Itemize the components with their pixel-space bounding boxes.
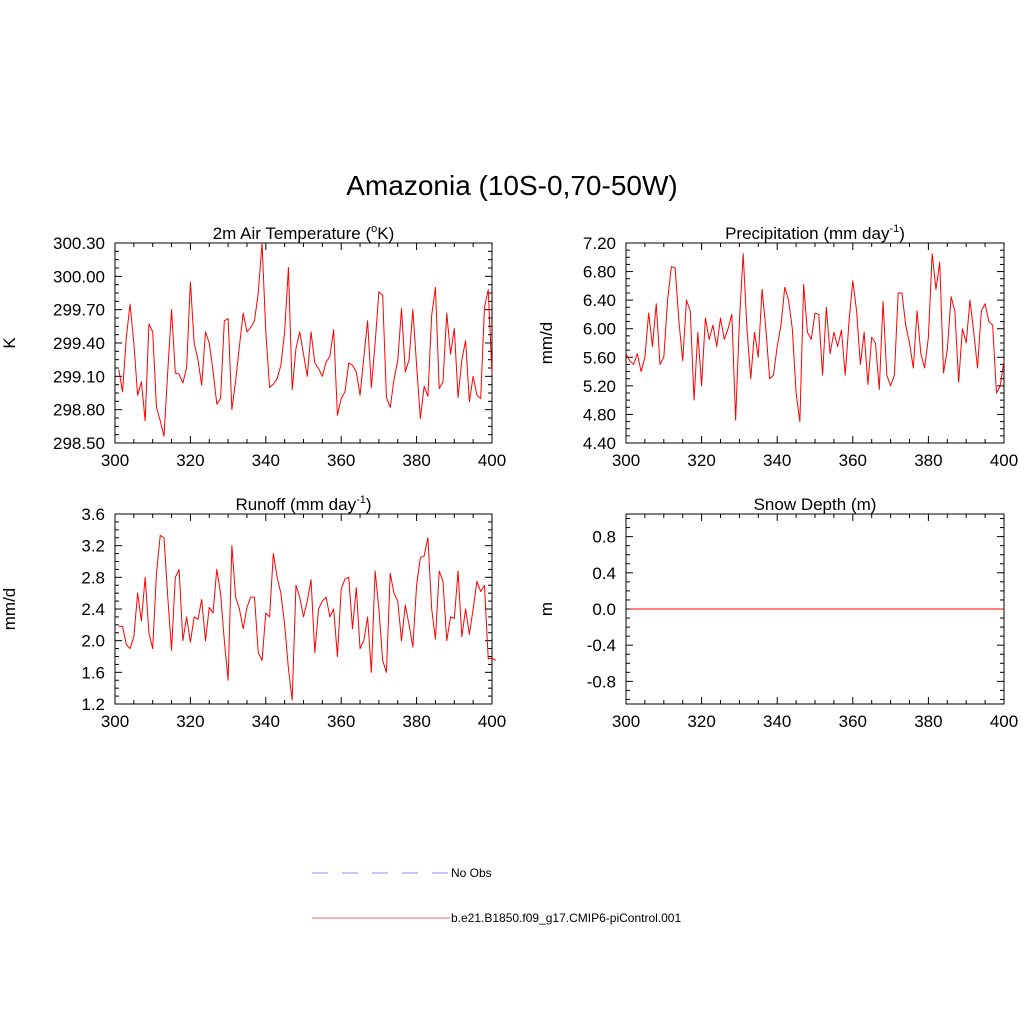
y-tick-label: 2.4 [81,600,105,619]
y-tick-label: 6.40 [583,291,616,310]
x-tick-label: 320 [687,451,715,470]
x-tick-label: 320 [176,712,204,731]
figure-title: Amazonia (10S-0,70-50W) [346,170,678,201]
x-tick-label: 360 [839,451,867,470]
x-tick-label: 360 [839,712,867,731]
y-tick-label: 299.40 [53,334,105,353]
plot-frame [114,242,493,444]
y-tick-label: 3.6 [81,505,105,524]
x-tick-label: 400 [478,451,506,470]
x-tick-label: 300 [612,451,640,470]
y-tick-label: -0.4 [587,636,616,655]
y-axis-label: mm/d [537,322,556,365]
y-tick-label: 7.20 [583,234,616,253]
panel-title: Snow Depth (m) [754,495,877,514]
y-tick-label: 3.2 [81,537,105,556]
y-tick-label: 2.8 [81,568,105,587]
panel-snow_depth: 300 320 340 360 380 400 -0.8 -0.4 0.0 0.4 0.8 m Snow… [537,495,1018,731]
y-tick-label: 298.80 [53,401,105,420]
x-tick-label: 400 [478,712,506,731]
x-tick-label: 340 [763,712,791,731]
x-tick-label: 340 [252,712,280,731]
x-tick-label: 360 [327,451,355,470]
x-tick-label: 380 [402,712,430,731]
x-tick-label: 320 [176,451,204,470]
y-axis-label: mm/d [0,588,19,631]
x-tick-label: 380 [914,712,942,731]
legend-obs-label: No Obs [451,866,492,880]
legend-model-label: b.e21.B1850.f09_g17.CMIP6-piControl.001 [451,911,682,925]
panel-title: Precipitation (mm day-1) [725,223,905,243]
y-tick-label: 1.2 [81,695,105,714]
x-tick-label: 300 [612,712,640,731]
y-tick-label: 5.20 [583,377,616,396]
y-tick-label: 2.0 [81,632,105,651]
y-tick-label: 4.80 [583,405,616,424]
panel-precipitation: 300 320 340 360 380 400 4.40 4.80 5.20 5.60 6.00 6.… [537,223,1018,470]
x-tick-label: 360 [327,712,355,731]
x-tick-label: 380 [914,451,942,470]
y-tick-label: 0.8 [592,528,616,547]
x-tick-label: 340 [763,451,791,470]
y-tick-label: 5.60 [583,348,616,367]
panel-title: 2m Air Temperature (oK) [213,223,395,243]
series-line-precipitation [625,253,1005,423]
y-tick-label: 6.80 [583,263,616,282]
y-tick-label: 299.10 [53,367,105,386]
panel-title: Runoff (mm day-1) [235,494,371,514]
y-tick-label: 300.00 [53,267,105,286]
series-line-runoff [118,534,497,701]
x-tick-label: 400 [990,451,1018,470]
y-tick-label: -0.8 [587,672,616,691]
y-axis-label: K [0,337,19,349]
y-axis-label: m [537,602,556,616]
x-tick-label: 300 [101,451,129,470]
x-tick-label: 400 [990,712,1018,731]
panel-runoff: 300 320 340 360 380 400 1.2 1.6 2.0 2.4 2.8 3.2 3.6 m… [0,494,506,731]
panel-temperature: 300 320 340 360 380 400 298.50 298.80 299.10 299.… [0,223,506,470]
y-tick-label: 299.70 [53,301,105,320]
y-tick-label: 4.40 [583,434,616,453]
series-line-temperature [118,242,493,437]
x-tick-label: 340 [252,451,280,470]
legend [312,872,450,919]
x-tick-label: 380 [402,451,430,470]
y-tick-label: 6.00 [583,320,616,339]
plot-frame [625,242,1005,444]
y-tick-label: 300.30 [53,234,105,253]
x-tick-label: 300 [101,712,129,731]
plot-frame [114,513,493,705]
y-tick-label: 0.0 [592,600,616,619]
x-tick-label: 320 [687,712,715,731]
y-tick-label: 0.4 [592,564,616,583]
y-tick-label: 1.6 [81,663,105,682]
y-tick-label: 298.50 [53,434,105,453]
